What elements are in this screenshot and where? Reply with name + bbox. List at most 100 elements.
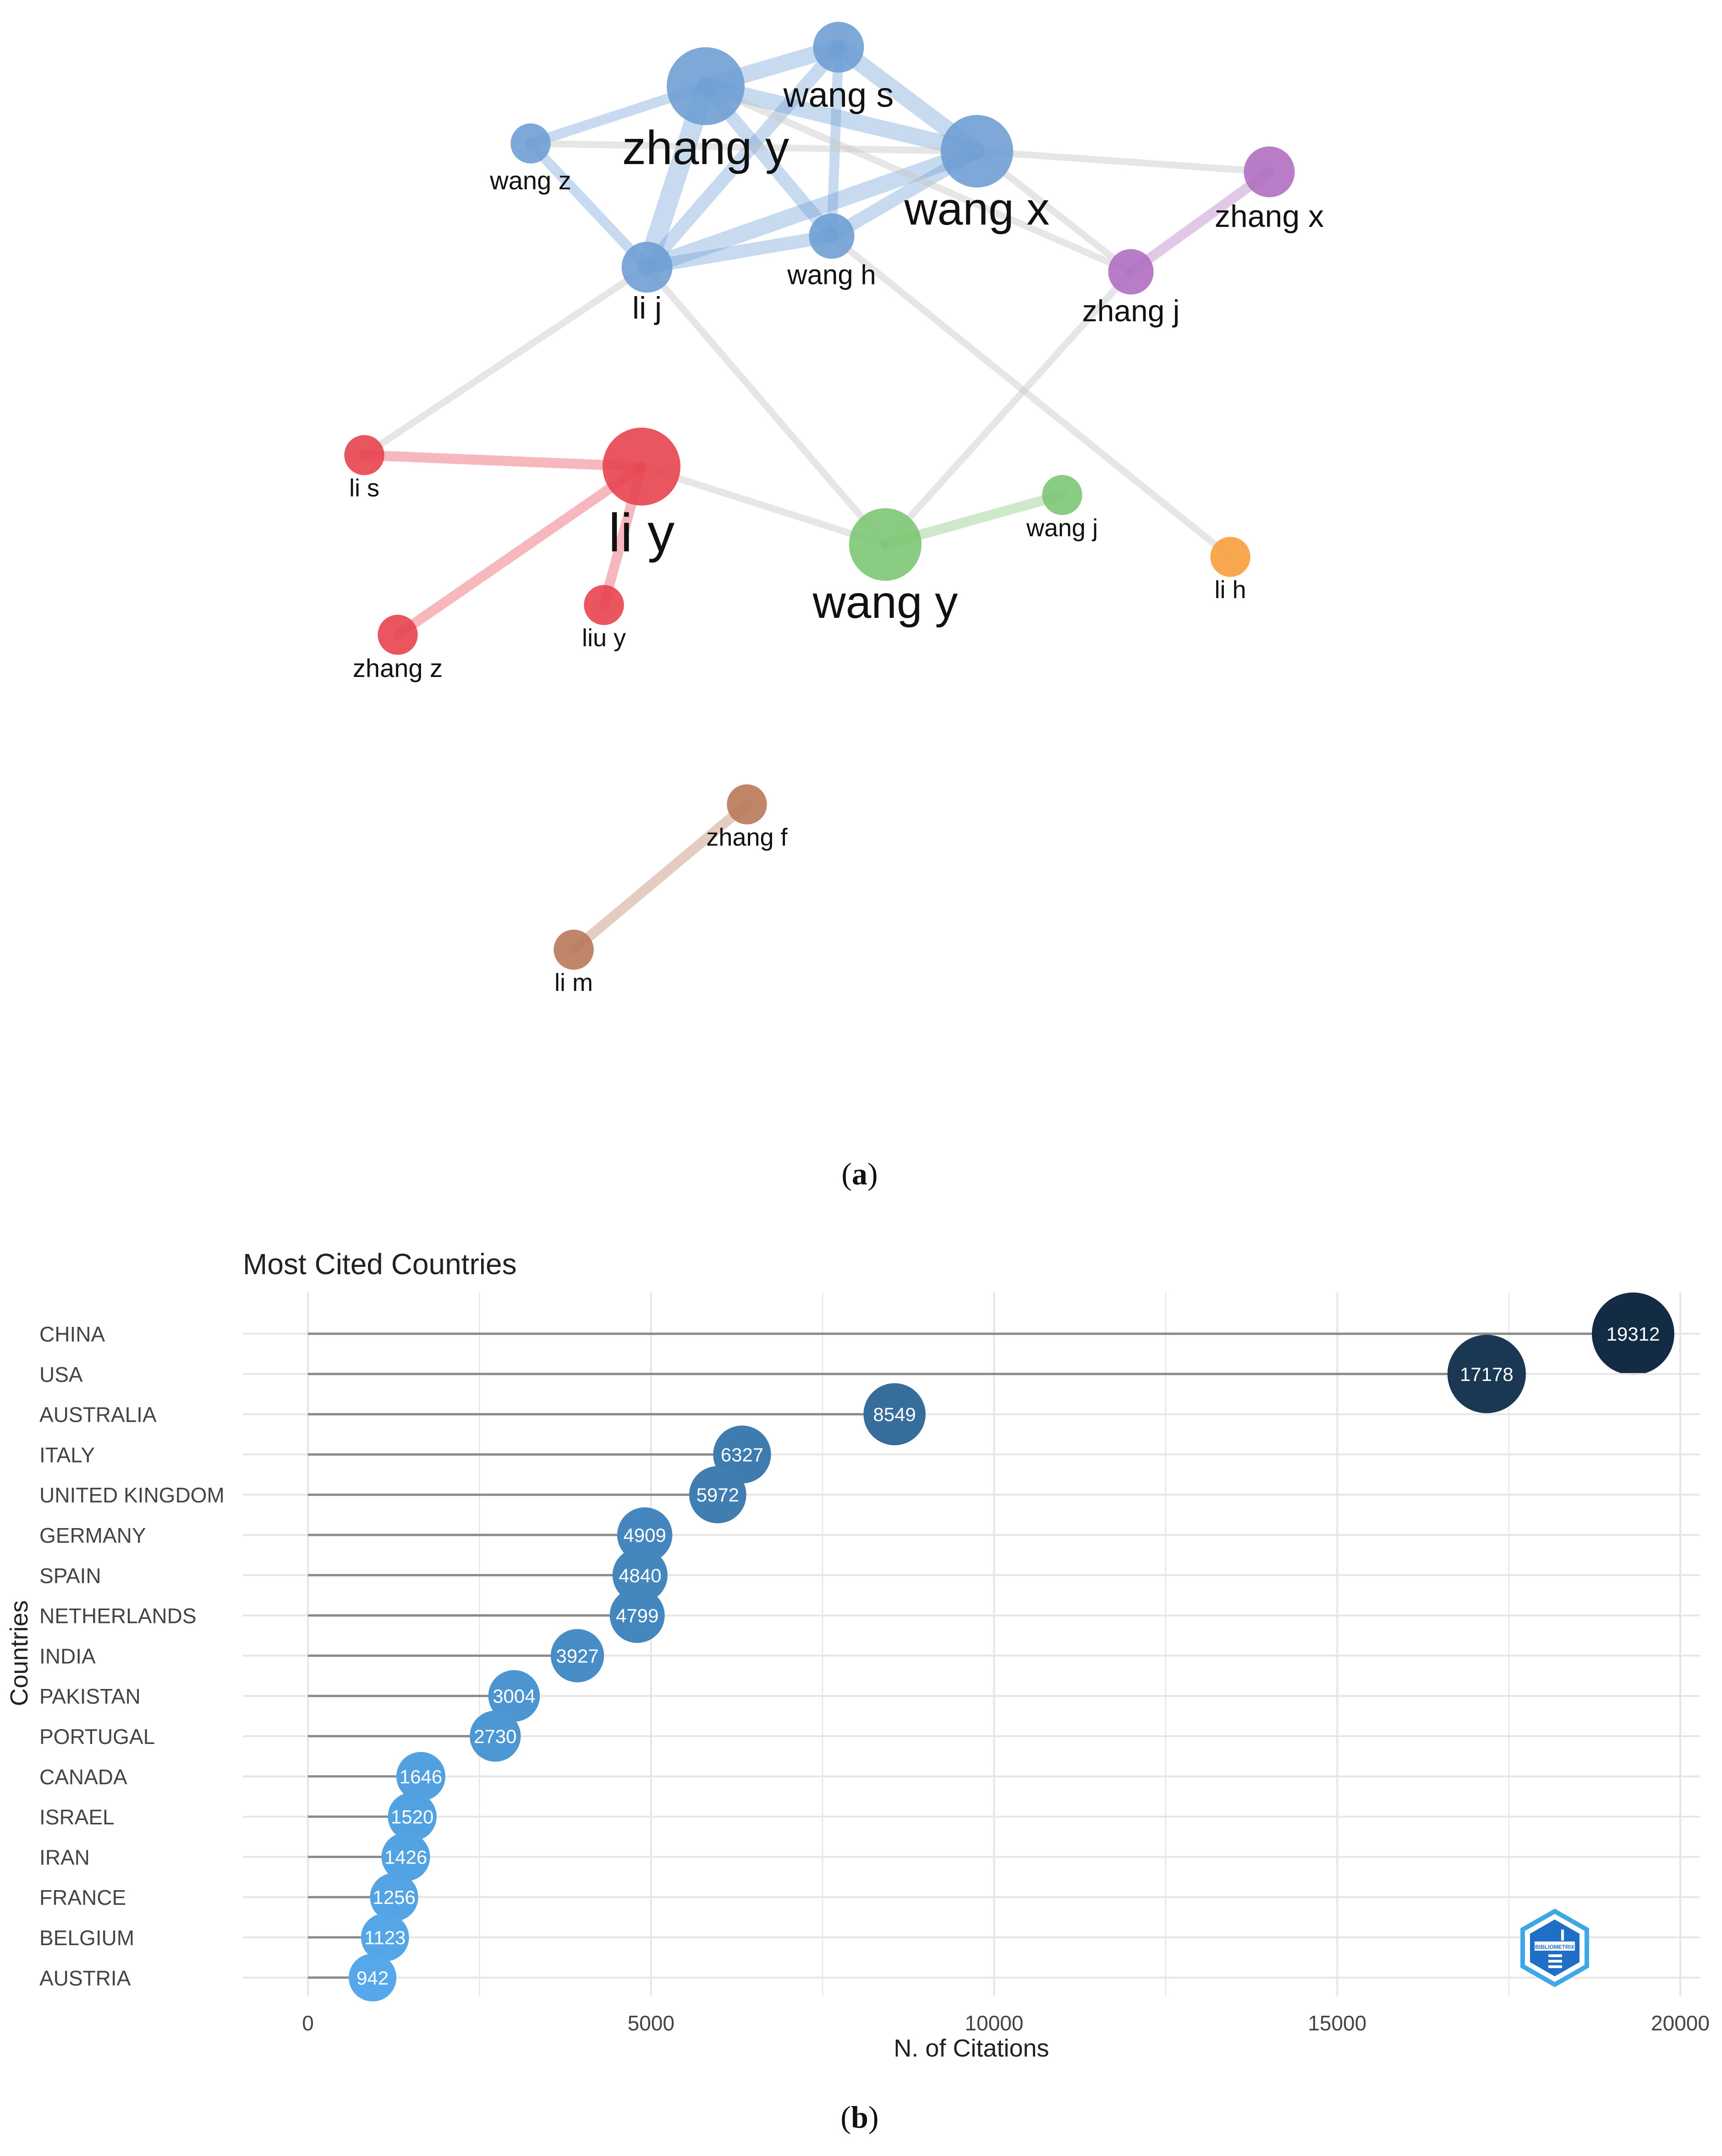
network-edge-zhang-j-zhang-x — [1126, 167, 1274, 277]
y-axis-label: Countries — [5, 1600, 33, 1706]
caption-a-letter: a — [852, 1156, 867, 1191]
chart-rows: 19312 CHINA 17178 USA 8549 AUSTRALIA 6327 ITALY… — [39, 1292, 1700, 2002]
network-edge-li-y-zhang-z — [393, 462, 647, 640]
network-label-zhang-y: zhang y — [622, 121, 789, 175]
network-edge-wang-z-li-j — [526, 138, 652, 272]
y-tick-label-germany: GERMANY — [39, 1524, 146, 1547]
network-edge-zhang-f-li-m — [569, 799, 752, 955]
value-label-netherlands: 4799 — [616, 1605, 658, 1627]
lollipop-point-israel[interactable] — [388, 1792, 437, 1841]
y-tick-label-israel: ISRAEL — [39, 1805, 115, 1829]
y-tick-label-australia: AUSTRALIA — [39, 1403, 157, 1427]
x-tick-label-5000: 5000 — [628, 2011, 675, 2035]
network-labels: zhang y wang s wang x wang z wang h li j zhang… — [349, 76, 1324, 996]
lollipop-point-netherlands[interactable] — [609, 1588, 665, 1643]
caption-b: (b) — [791, 2099, 928, 2135]
network-label-zhang-x: zhang x — [1215, 199, 1324, 234]
network-node-wang-z[interactable] — [510, 123, 551, 164]
value-label-canada: 1646 — [400, 1766, 442, 1788]
network-edge-zhang-y-zhang-j — [702, 82, 1135, 275]
x-tick-label-20000: 20000 — [1651, 2011, 1710, 2035]
network-node-wang-s[interactable] — [813, 22, 864, 73]
value-label-pakistan: 3004 — [493, 1685, 535, 1707]
network-node-zhang-j[interactable] — [1108, 249, 1154, 295]
lollipop-point-india[interactable] — [550, 1629, 604, 1683]
y-tick-label-india: INDIA — [39, 1644, 96, 1668]
y-tick-label-united-kingdom: UNITED KINGDOM — [39, 1483, 225, 1507]
lollipop-point-canada[interactable] — [396, 1752, 445, 1801]
y-tick-label-portugal: PORTUGAL — [39, 1725, 155, 1749]
y-tick-label-usa: USA — [39, 1363, 83, 1386]
value-label-austria: 942 — [356, 1967, 389, 1989]
lollipop-point-spain[interactable] — [612, 1547, 668, 1603]
network-node-li-s[interactable] — [344, 435, 384, 475]
network-node-zhang-y[interactable] — [667, 47, 745, 125]
lollipop-point-iran[interactable] — [381, 1832, 430, 1881]
value-label-germany: 4909 — [623, 1524, 666, 1546]
network-edge-li-j-wang-h — [640, 229, 839, 274]
lollipop-point-portugal[interactable] — [470, 1710, 521, 1762]
value-label-united-kingdom: 5972 — [696, 1484, 739, 1506]
network-label-wang-x: wang x — [904, 183, 1050, 235]
y-tick-label-china: CHINA — [39, 1322, 105, 1346]
network-node-zhang-f[interactable] — [727, 784, 767, 825]
network-edges — [359, 39, 1274, 955]
network-edge-wang-h-li-h — [828, 232, 1234, 561]
network-node-li-m[interactable] — [554, 930, 594, 970]
caption-a-open: ( — [841, 1156, 852, 1191]
network-node-wang-y[interactable] — [849, 508, 922, 581]
network-nodes — [344, 22, 1295, 970]
network-node-wang-h[interactable] — [809, 213, 855, 259]
network-node-zhang-z[interactable] — [378, 615, 418, 655]
network-edge-wang-s-wang-h — [827, 42, 844, 241]
lollipop-point-germany[interactable] — [617, 1507, 673, 1563]
value-label-india: 3927 — [556, 1645, 598, 1666]
network-panel: zhang y wang s wang x wang z wang h li j zhang… — [344, 22, 1324, 996]
value-label-portugal: 2730 — [474, 1726, 516, 1747]
chart-panel: Most Cited Countries 0 5000 10000 15000 2000… — [0, 1192, 1722, 2156]
value-label-spain: 4840 — [619, 1565, 661, 1586]
network-node-li-j[interactable] — [621, 242, 673, 293]
network-node-zhang-x[interactable] — [1244, 146, 1295, 198]
network-label-li-h: li h — [1214, 576, 1246, 604]
bibliometrix-logo-icon: BIBLIOMETRIX — [1520, 1908, 1589, 1987]
network-label-liu-y: liu y — [582, 624, 626, 652]
y-tick-label-italy: ITALY — [39, 1443, 95, 1467]
network-node-wang-j[interactable] — [1042, 475, 1082, 515]
network-node-li-y[interactable] — [603, 428, 680, 506]
network-label-wang-h: wang h — [787, 259, 876, 290]
caption-b-open: ( — [840, 2100, 851, 2134]
chart-gridlines — [307, 1292, 1681, 1996]
value-label-iran: 1426 — [384, 1846, 427, 1868]
network-label-wang-z: wang z — [489, 166, 571, 195]
network-node-liu-y[interactable] — [584, 585, 624, 625]
network-edge-wang-s-li-j — [640, 40, 845, 274]
caption-a: (a) — [791, 1156, 928, 1192]
y-tick-label-austria: AUSTRIA — [39, 1966, 131, 1990]
network-label-li-j: li j — [632, 291, 662, 325]
network-edge-li-y-wang-y — [638, 463, 889, 548]
lollipop-point-australia[interactable] — [863, 1383, 926, 1446]
caption-b-close: ) — [868, 2100, 879, 2134]
value-label-france: 1256 — [373, 1886, 415, 1908]
y-tick-label-pakistan: PAKISTAN — [39, 1684, 141, 1708]
y-tick-label-netherlands: NETHERLANDS — [39, 1604, 197, 1628]
lollipop-point-usa[interactable] — [1447, 1335, 1526, 1414]
lollipop-point-france[interactable] — [370, 1873, 418, 1921]
network-node-wang-x[interactable] — [940, 115, 1014, 188]
x-axis-ticks: 0 5000 10000 15000 20000 — [302, 2011, 1710, 2035]
y-tick-label-iran: IRAN — [39, 1845, 90, 1869]
lollipop-point-austria[interactable] — [349, 1953, 397, 2002]
network-label-wang-j: wang j — [1026, 514, 1098, 542]
lollipop-point-belgium[interactable] — [361, 1913, 409, 1962]
lollipop-point-china[interactable] — [1591, 1292, 1674, 1375]
network-node-li-h[interactable] — [1210, 537, 1250, 577]
network-edge-wang-z-wang-x — [527, 140, 981, 155]
network-label-zhang-f: zhang f — [706, 824, 788, 851]
most-cited-countries-chart: Most Cited Countries 0 5000 10000 15000 2000… — [5, 1248, 1710, 2062]
network-edge-li-j-wang-y — [643, 264, 889, 548]
lollipop-point-united-kingdom[interactable] — [689, 1466, 746, 1524]
network-edge-li-j-li-s — [361, 264, 651, 459]
lollipop-point-pakistan[interactable] — [488, 1670, 540, 1722]
network-label-zhang-j: zhang j — [1082, 294, 1180, 328]
